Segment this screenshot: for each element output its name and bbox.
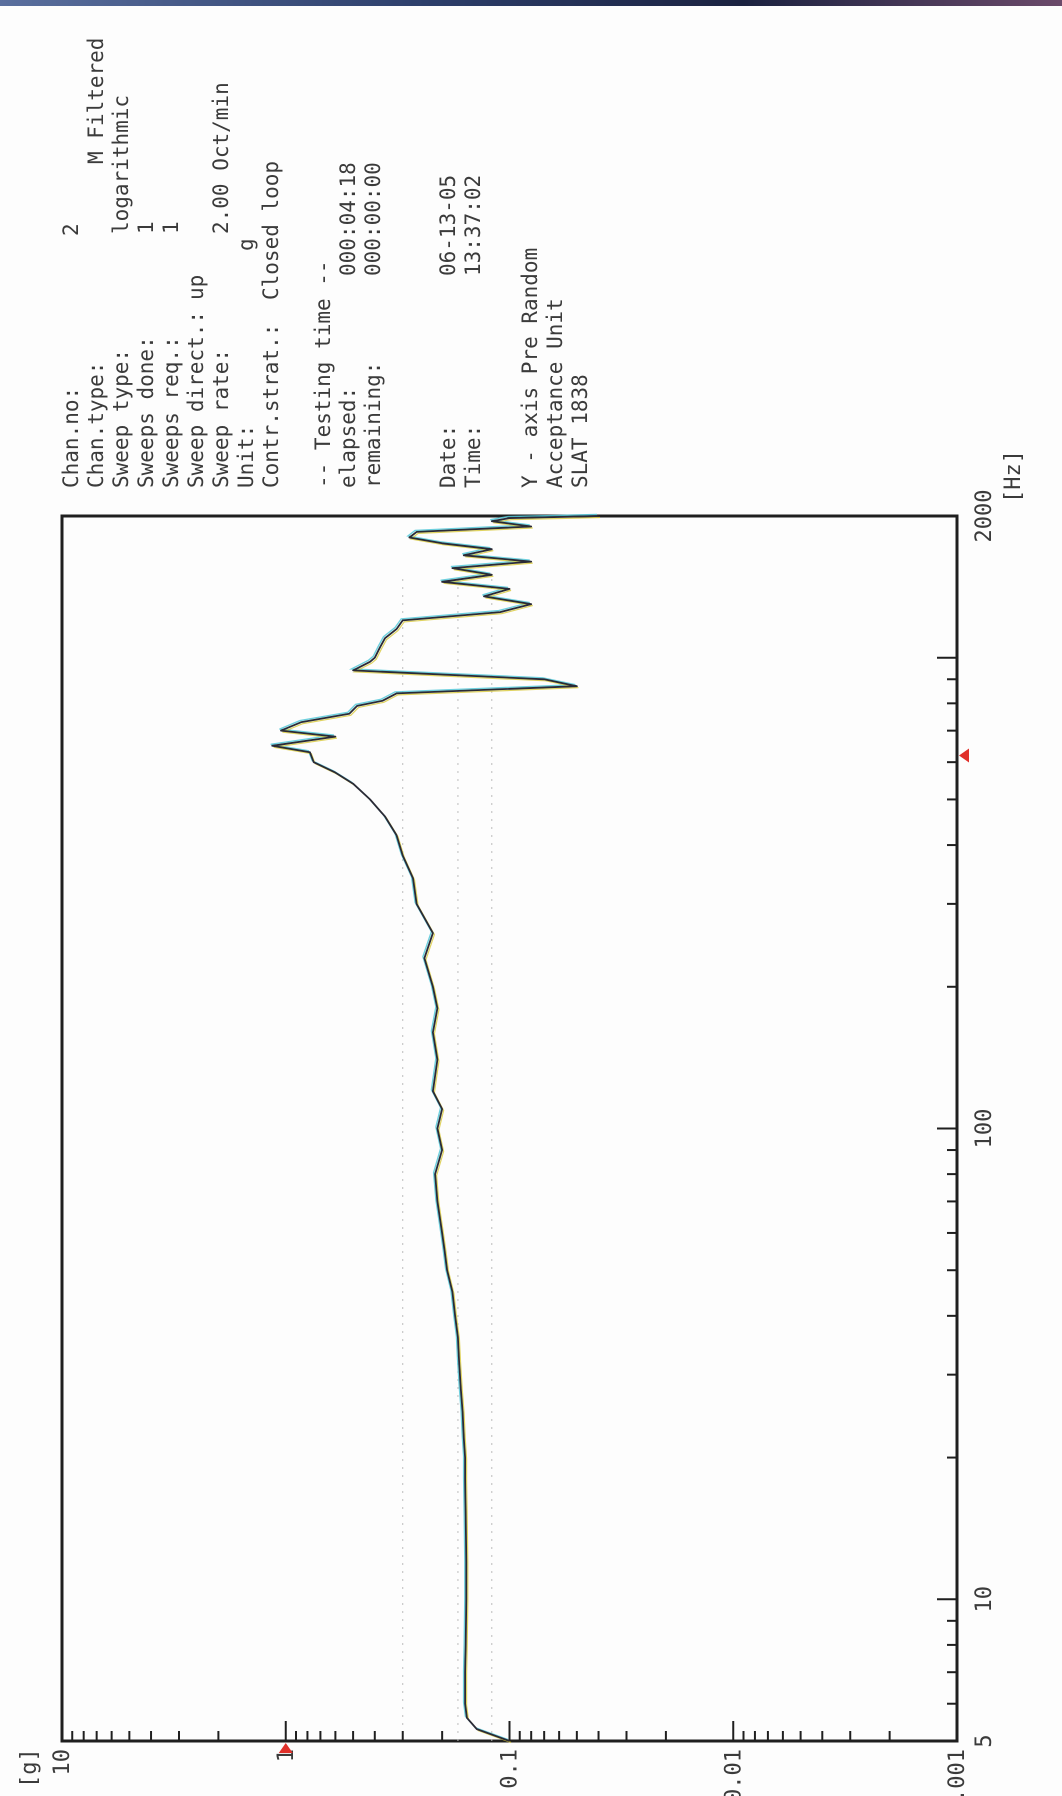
sweep-type-value: logarithmic	[109, 95, 133, 234]
x-axis-ticks	[937, 515, 957, 1742]
x-tick-label: 5	[972, 1734, 997, 1747]
sweep-direct-label: Sweep direct.:	[184, 311, 208, 488]
reference-lines	[402, 576, 493, 1741]
elapsed-label: elapsed:	[336, 387, 360, 488]
x-tick-label: 10	[972, 1586, 997, 1613]
testing-time-header: -- Testing time --	[311, 260, 335, 488]
date-value: 06-13-05	[436, 175, 460, 276]
chan-no-label: Chan.no:	[59, 387, 83, 488]
acceptance-note: Acceptance Unit	[543, 298, 567, 488]
contr-strat-value: Closed loop	[259, 161, 283, 300]
elapsed-value: 000:04:18	[336, 162, 360, 276]
sweep-direct-value: up	[184, 275, 208, 300]
axis-note: Y - axis Pre Random	[518, 248, 542, 488]
y-axis-label: [g]	[17, 1748, 42, 1788]
time-label: Time:	[461, 425, 485, 488]
y-axis-ticks	[71, 1721, 958, 1741]
x-tick-label: 100	[972, 1109, 997, 1149]
slat-note: SLAT 1838	[568, 374, 592, 488]
alarm-marker-x	[959, 748, 969, 763]
sweep-rate-value: 2.00 Oct/min	[209, 82, 233, 234]
x-axis-label: [Hz]	[1001, 450, 1026, 503]
alarm-marker-y	[278, 1743, 293, 1753]
top-scan-rule	[0, 0, 1062, 6]
unit-value: g	[234, 238, 258, 251]
plot-frame	[60, 514, 959, 1743]
alarm-markers	[278, 748, 969, 1753]
info-panel: Chan.no: 2 Chan.type: M Filtered Sweep t…	[59, 38, 592, 488]
x-tick-label: 2000	[972, 490, 997, 543]
time-value: 13:37:02	[461, 175, 485, 276]
sweeps-req-label: Sweeps req.:	[159, 336, 183, 488]
sweeps-done-value: 1	[134, 221, 158, 234]
date-label: Date:	[436, 425, 460, 488]
y-tick-label: 0.01	[721, 1749, 746, 1796]
remaining-value: 000:00:00	[361, 162, 385, 276]
contr-strat-label: Contr.strat.:	[259, 324, 283, 488]
sweep-type-label: Sweep type:	[109, 349, 133, 488]
sweeps-done-label: Sweeps done:	[134, 336, 158, 488]
remaining-label: remaining:	[361, 362, 385, 488]
series-echo-cyan	[270, 513, 598, 1741]
chan-type-label: Chan.type:	[84, 362, 108, 488]
sweeps-req-value: 1	[159, 221, 183, 234]
sweep-rate-label: Sweep rate:	[209, 349, 233, 488]
x-axis-tick-labels: 5 10 100 2000	[972, 490, 997, 1748]
y-tick-label: 10	[50, 1749, 75, 1776]
chan-no-value: 2	[59, 223, 83, 236]
series-line-1	[271, 515, 599, 1742]
y-tick-label: 0.001	[945, 1749, 970, 1796]
unit-label: Unit:	[234, 425, 258, 488]
y-tick-label: 0.1	[498, 1749, 523, 1789]
chan-type-value: M Filtered	[84, 38, 108, 164]
series-traces	[270, 513, 601, 1744]
